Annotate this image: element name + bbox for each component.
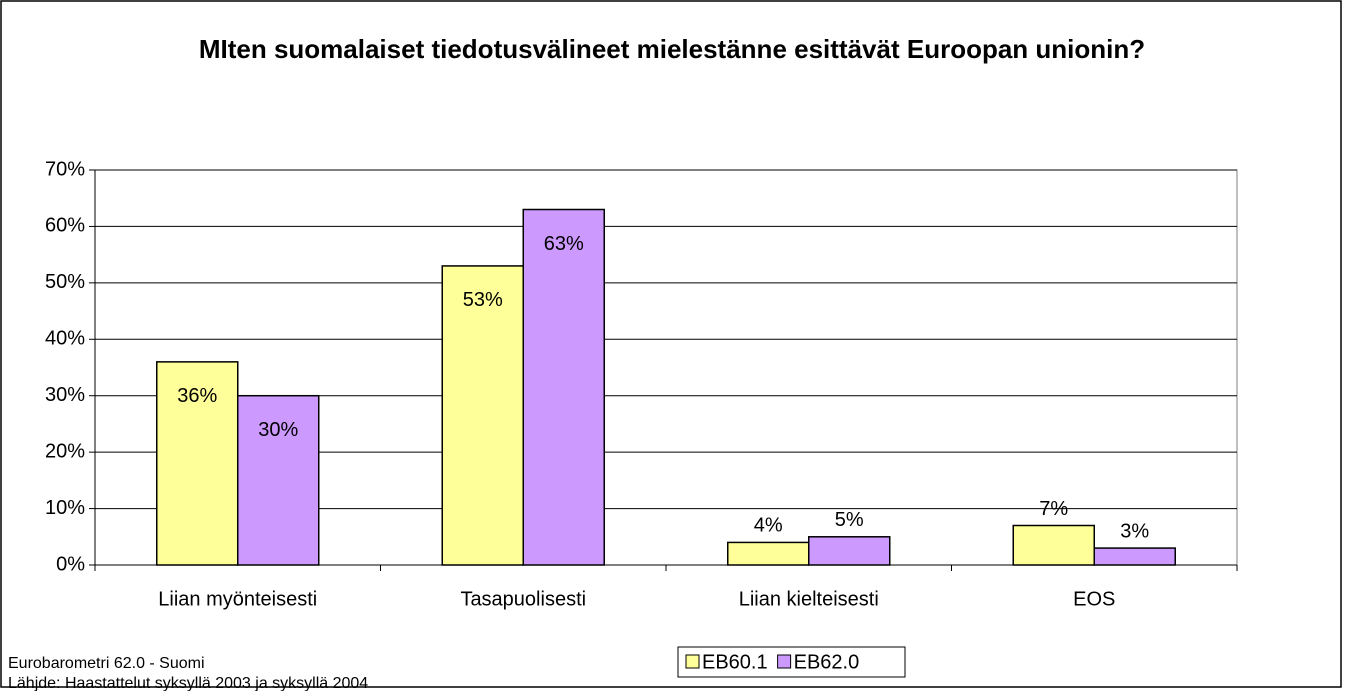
- y-tick-label: 50%: [45, 271, 85, 293]
- bar: [156, 361, 239, 566]
- y-tick-label: 60%: [45, 215, 85, 237]
- x-tick-label: Liian myönteisesti: [158, 588, 317, 610]
- x-tick-label: Tasapuolisesti: [460, 588, 586, 610]
- bar: [1093, 547, 1176, 566]
- data-label: 7%: [1039, 498, 1068, 520]
- bar: [1012, 524, 1095, 566]
- y-tick-label: 0%: [56, 553, 85, 575]
- note: Eurobarometri 62.0 - Suomi: [8, 655, 205, 672]
- bar: [522, 208, 605, 566]
- legend-label: EB60.1: [702, 651, 768, 673]
- data-label: 3%: [1120, 520, 1149, 542]
- data-label: 4%: [754, 515, 783, 537]
- bar: [808, 536, 891, 566]
- y-tick-label: 70%: [45, 158, 85, 180]
- legend-swatch: [685, 654, 700, 669]
- y-tick-label: 40%: [45, 328, 85, 350]
- x-tick-label: EOS: [1073, 588, 1115, 610]
- data-label: 5%: [835, 509, 864, 531]
- y-tick-label: 10%: [45, 497, 85, 519]
- data-label: 53%: [463, 289, 503, 311]
- y-tick-label: 20%: [45, 440, 85, 462]
- data-label: 63%: [544, 233, 584, 255]
- chart-title: MIten suomalaiset tiedotusvälineet miele…: [198, 34, 1146, 64]
- legend-swatch: [777, 654, 792, 669]
- bar: [727, 541, 810, 566]
- bar: [441, 265, 524, 566]
- legend-box: [677, 646, 906, 678]
- data-label: 36%: [177, 385, 217, 407]
- legend-label: EB62.0: [794, 651, 860, 673]
- data-label: 30%: [258, 419, 298, 441]
- note: Lähjde: Haastattelut syksyllä 2003 ja sy…: [8, 675, 368, 691]
- bar: [237, 394, 320, 566]
- y-tick-label: 30%: [45, 384, 85, 406]
- x-tick-label: Liian kielteisesti: [739, 588, 879, 610]
